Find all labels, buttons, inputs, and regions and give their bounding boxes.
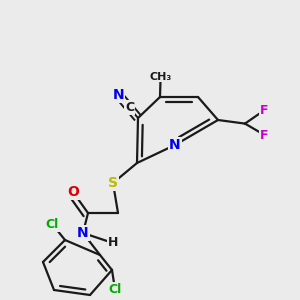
Text: CH₃: CH₃ <box>149 72 172 82</box>
Text: S: S <box>108 176 118 190</box>
Text: N: N <box>77 226 89 240</box>
Text: F: F <box>260 103 269 117</box>
Text: H: H <box>108 236 118 250</box>
Text: N: N <box>113 88 124 102</box>
Text: Cl: Cl <box>46 218 59 231</box>
Text: F: F <box>260 128 269 142</box>
Text: N: N <box>169 138 181 152</box>
Text: Cl: Cl <box>108 283 122 296</box>
Text: C: C <box>125 101 134 114</box>
Text: O: O <box>67 185 79 199</box>
